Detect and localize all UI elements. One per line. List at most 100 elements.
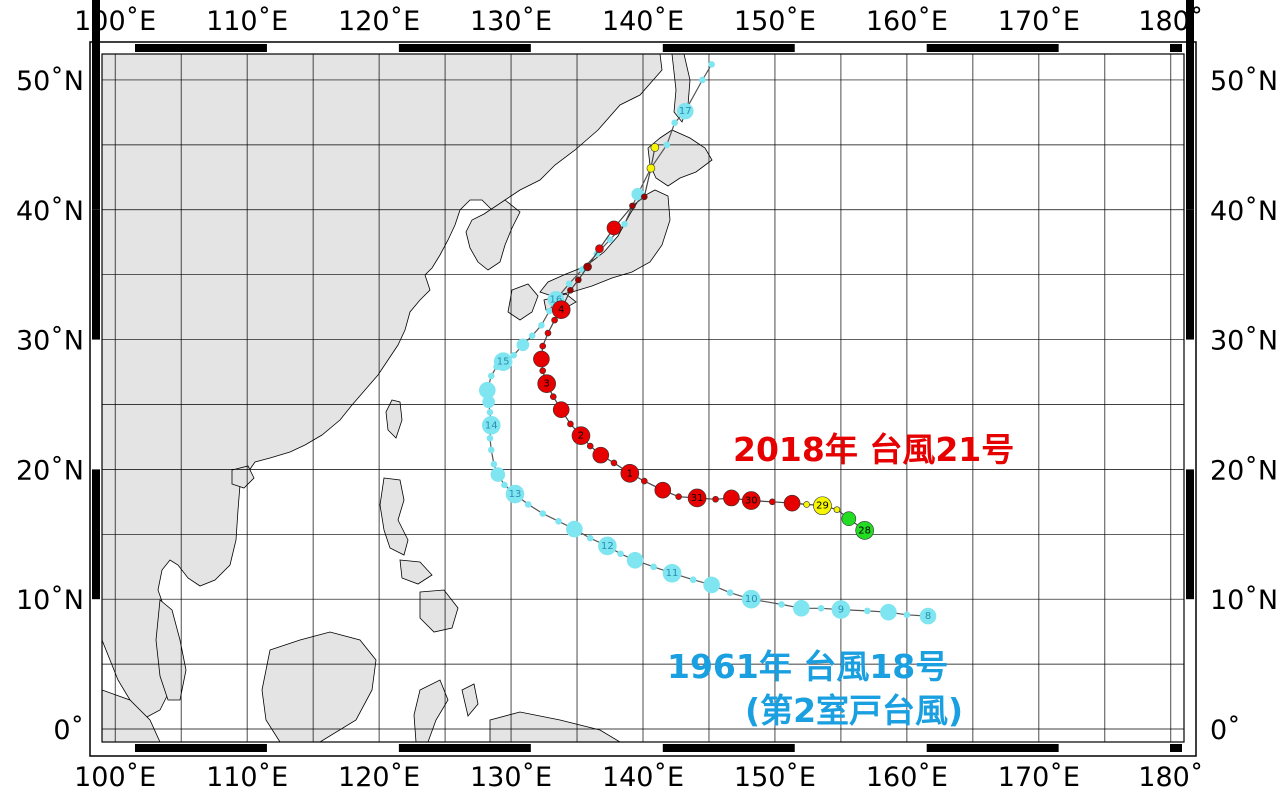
track-point [595,244,604,254]
track-point [650,563,657,571]
longitude-tick-label: 100˚E [74,762,156,793]
latitude-tick-label: 30˚N [1210,326,1278,357]
frame-bar [1186,469,1194,600]
track-point [626,551,644,569]
track-point [676,102,694,120]
track-day-label: 14 [485,420,498,431]
malay-peninsula [155,599,187,701]
track-day-label: 13 [509,489,522,500]
track-point [493,352,513,371]
latitude-tick-label: 50˚N [16,66,84,97]
track-point [880,603,897,621]
track-point [539,342,547,350]
latitude-tick-label: 40˚N [16,196,84,227]
track-point [528,332,536,339]
track-point [712,495,719,503]
track-day-label: 8 [925,611,931,622]
track-point [833,506,841,513]
track-point [831,600,851,619]
longitude-tick-label: 100˚E [74,6,156,37]
track-point [864,607,871,615]
track-point [671,119,678,127]
track-day-label: 31 [691,493,704,504]
longitude-tick-label: 150˚E [734,6,816,37]
track-point [598,536,617,556]
mindanao [419,589,459,633]
track-point [544,329,552,337]
track-point [610,459,618,467]
track-point [855,521,874,540]
track-day-label: 15 [497,357,510,368]
track-point [620,463,640,483]
track-point [641,477,648,485]
luzon [379,477,409,556]
track-point [524,501,532,508]
track-point [687,488,707,508]
track-point [621,220,628,228]
label-typhoon-1961-alias: (第2室戸台風) [745,691,964,730]
latitude-tick-label: 50˚N [1210,66,1278,97]
track-day-label: 12 [601,541,614,552]
taiwan [385,399,403,439]
track-point [769,498,776,506]
label-typhoon-1961: 1961年 台風18号 [667,647,949,686]
longitude-tick-label: 120˚E [338,6,420,37]
track-day-label: 10 [745,594,758,605]
frame-bar [1186,209,1194,340]
track-point [487,446,495,454]
track-point [516,338,530,352]
longitude-labels-top: 100˚E 110˚E 120˚E 130˚E 140˚E 150˚E 160˚E 170˚E… [74,6,1203,37]
track-day-label: 1 [627,468,633,479]
latitude-tick-label: 40˚N [1210,196,1278,227]
track-point [919,607,937,625]
track-point [571,426,591,445]
track-day-label: 17 [679,106,692,117]
track-point [583,262,592,272]
track-point [723,489,740,507]
track-point [490,467,506,482]
track-point [575,276,582,284]
track-point [803,501,810,508]
track-point [663,141,671,149]
track-point [617,550,624,558]
track-point [486,434,494,442]
track-point [778,601,785,608]
track-day-label: 9 [838,605,844,616]
track-point [592,446,610,464]
track-point [510,351,517,359]
track-point [586,442,594,450]
frame-bar [1170,744,1182,752]
track-day-label: 3 [543,379,549,390]
borneo [261,631,377,742]
visayas [399,559,433,585]
track-point [586,534,594,542]
latitude-labels-right: 50˚N 40˚N 30˚N 20˚N 10˚N 0˚ [1210,66,1278,746]
latitude-labels-left: 50˚N 40˚N 30˚N 20˚N 10˚N 0˚ [16,66,84,746]
track-typhoon-2018: 28 29 30 31 1 2 3 4 [533,143,874,540]
longitude-labels-bottom: 100˚E 110˚E 120˚E 130˚E 140˚E 150˚E 160˚E 170˚E… [74,762,1203,793]
track-day-label: 11 [666,568,679,579]
track-day-label: 28 [858,525,871,536]
track-point [533,350,550,368]
track-day-label: 29 [816,501,829,512]
longitude-tick-label: 130˚E [470,6,552,37]
track-point [689,576,697,584]
track-point [903,611,911,619]
track-point [675,493,682,500]
longitude-tick-label: 150˚E [734,762,816,793]
track-day-label: 4 [558,305,564,316]
track-point [478,381,496,399]
longitude-tick-label: 110˚E [206,762,288,793]
track-point [741,589,761,609]
longitude-tick-label: 130˚E [470,762,552,793]
track-point [646,163,656,173]
track-point [551,300,571,320]
frame-bar [1170,44,1182,52]
track-point [650,143,660,152]
track-point [505,484,525,504]
frame-checker-bars [92,0,1194,752]
frame-bar [926,44,1059,52]
label-typhoon-2018: 2018年 台風21号 [733,430,1015,469]
track-point [552,401,570,418]
